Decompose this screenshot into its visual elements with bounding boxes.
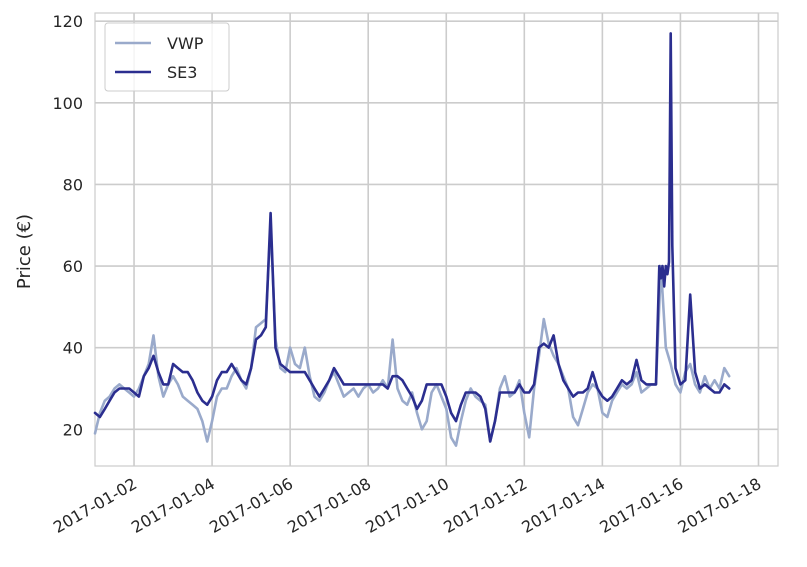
plot-area-frame [94, 12, 779, 467]
y-tick-label: 40 [63, 339, 83, 358]
y-tick-label: 60 [63, 257, 83, 276]
y-tick-label: 80 [63, 175, 83, 194]
legend-label-vwp: VWP [167, 34, 204, 53]
series-group [93, 32, 731, 447]
y-tick-labels: 20 40 60 80 100 120 [52, 12, 83, 439]
y-tick-label: 100 [52, 94, 83, 113]
series-vwp [93, 223, 731, 447]
series-line-se3 [93, 32, 731, 443]
legend-box [104, 22, 230, 92]
legend: VWP SE3 [104, 22, 230, 92]
legend-label-se3: SE3 [167, 63, 197, 82]
series-line-vwp [93, 223, 731, 447]
y-tick-label: 20 [63, 420, 83, 439]
y-tick-label: 120 [52, 12, 83, 31]
series-se3 [93, 32, 731, 443]
y-axis-label: Price (€) [14, 214, 35, 289]
